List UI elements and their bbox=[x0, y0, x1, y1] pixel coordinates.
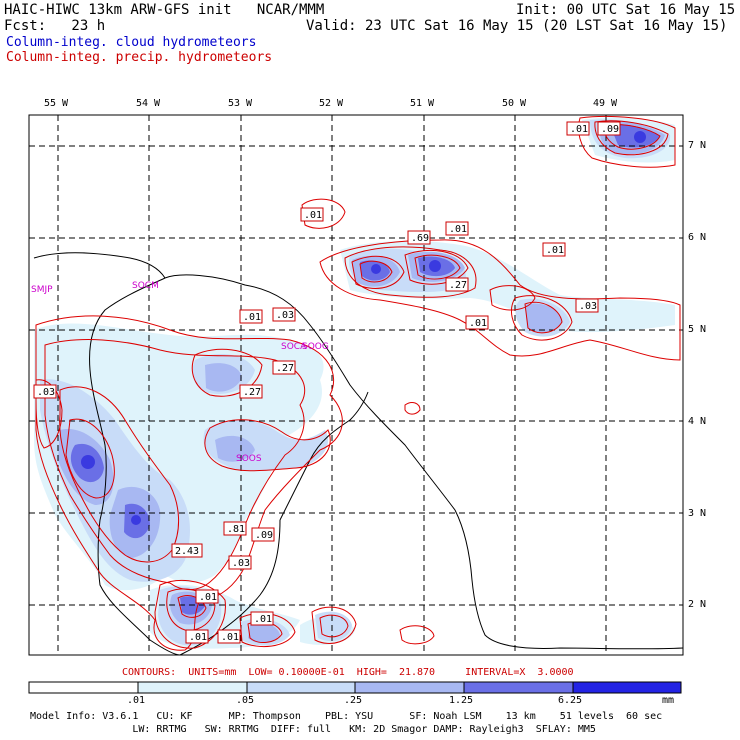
map-area bbox=[28, 114, 684, 656]
lon-label: 55 W bbox=[44, 98, 69, 109]
svg-text:.01: .01 bbox=[570, 124, 588, 135]
colorbar-unit: mm bbox=[662, 695, 675, 706]
contour-label: .27 bbox=[239, 384, 263, 399]
header-valid: Valid: 23 UTC Sat 16 May 15 (20 LST Sat … bbox=[306, 18, 728, 34]
svg-text:.01: .01 bbox=[254, 614, 272, 625]
svg-text:.81: .81 bbox=[227, 524, 245, 535]
contour-label: .03 bbox=[575, 298, 599, 313]
contour-label: .01 bbox=[465, 315, 489, 330]
svg-text:.03: .03 bbox=[276, 310, 294, 321]
contour-label: .01 bbox=[542, 242, 566, 257]
contour-info: CONTOURS: UNITS=mm LOW= 0.10000E-01 HIGH… bbox=[122, 667, 574, 678]
contour-label: .01 bbox=[217, 629, 241, 644]
svg-text:.03: .03 bbox=[232, 558, 250, 569]
colorbar-tick: 6.25 bbox=[558, 695, 583, 706]
contour-label: .01 bbox=[239, 309, 263, 324]
contour-label: .01 bbox=[185, 629, 209, 644]
legend-cloud: Column-integ. cloud hydrometeors bbox=[6, 35, 257, 50]
colorbar bbox=[28, 681, 682, 694]
contour-label: .01 bbox=[195, 589, 219, 604]
svg-text:2.43: 2.43 bbox=[175, 546, 199, 557]
lat-label: 7 N bbox=[688, 140, 707, 151]
contour-label: .81 bbox=[223, 521, 247, 536]
header-init: Init: 00 UTC Sat 16 May 15 bbox=[516, 2, 736, 18]
contour-label: .01 bbox=[250, 611, 274, 626]
precip-contours bbox=[35, 116, 681, 651]
svg-text:.01: .01 bbox=[469, 318, 487, 329]
svg-text:.27: .27 bbox=[243, 387, 261, 398]
lat-label: 2 N bbox=[688, 599, 707, 610]
contour-label: .27 bbox=[445, 277, 469, 292]
header-fcst: Fcst: 23 h bbox=[4, 18, 106, 34]
svg-text:.09: .09 bbox=[255, 530, 273, 541]
lon-label: 49 W bbox=[593, 98, 618, 109]
colorbar-tick: .25 bbox=[344, 695, 363, 706]
contour-label: .01 bbox=[300, 207, 324, 222]
svg-text:.01: .01 bbox=[189, 632, 207, 643]
svg-text:.01: .01 bbox=[243, 312, 261, 323]
contour-label: .09 bbox=[251, 527, 275, 542]
contour-label: .27 bbox=[272, 360, 296, 375]
station-label: SOOG bbox=[302, 342, 329, 352]
model-info-line2: LW: RRTMG SW: RRTMG DIFF: full KM: 2D Sm… bbox=[30, 724, 596, 735]
header-title: HAIC-HIWC 13km ARW-GFS init NCAR/MMM bbox=[4, 2, 325, 18]
lat-label: 5 N bbox=[688, 324, 707, 335]
contour-label: .69 bbox=[407, 230, 431, 245]
colorbar-tick: .05 bbox=[236, 695, 255, 706]
lat-label: 3 N bbox=[688, 508, 707, 519]
lon-label: 53 W bbox=[228, 98, 253, 109]
cloud-shade-core bbox=[81, 131, 646, 525]
svg-text:.01: .01 bbox=[221, 632, 239, 643]
svg-text:.01: .01 bbox=[304, 210, 322, 221]
station-label: SOCM bbox=[132, 281, 159, 291]
station-label: SMJP bbox=[31, 285, 53, 295]
station-labels: SMJP SOCM SOCA SOOG SOOS bbox=[31, 281, 329, 464]
legend-precip: Column-integ. precip. hydrometeors bbox=[6, 50, 273, 65]
svg-text:.03: .03 bbox=[579, 301, 597, 312]
colorbar-tick: .01 bbox=[127, 695, 146, 706]
contour-label-boxes: .01 .09 .01 .01 .69 .01 .03 .01 .01 .03 … bbox=[33, 121, 621, 644]
svg-text:.27: .27 bbox=[449, 280, 467, 291]
colorbar-tick: 1.25 bbox=[449, 695, 474, 706]
station-label: SOOS bbox=[236, 454, 262, 464]
latlon-grid bbox=[29, 115, 683, 655]
svg-text:.27: .27 bbox=[276, 363, 294, 374]
lon-label: 52 W bbox=[319, 98, 344, 109]
station-label: SOCA bbox=[281, 342, 307, 352]
lon-label: 50 W bbox=[502, 98, 527, 109]
svg-text:.03: .03 bbox=[37, 387, 55, 398]
contour-label: .03 bbox=[228, 555, 252, 570]
contour-label: 2.43 bbox=[171, 543, 203, 558]
contour-label: .01 bbox=[445, 221, 469, 236]
lat-label: 4 N bbox=[688, 416, 707, 427]
svg-text:.09: .09 bbox=[601, 124, 619, 135]
svg-text:.69: .69 bbox=[411, 233, 429, 244]
contour-label: .03 bbox=[33, 384, 57, 399]
contour-label: .01 bbox=[566, 121, 590, 136]
lat-label: 6 N bbox=[688, 232, 707, 243]
svg-text:.01: .01 bbox=[546, 245, 564, 256]
svg-text:.01: .01 bbox=[199, 592, 217, 603]
lon-label: 51 W bbox=[410, 98, 435, 109]
lon-label: 54 W bbox=[136, 98, 161, 109]
model-info-line1: Model Info: V3.6.1 CU: KF MP: Thompson P… bbox=[30, 711, 663, 722]
contour-label: .03 bbox=[272, 307, 296, 322]
svg-text:.01: .01 bbox=[449, 224, 467, 235]
contour-label: .09 bbox=[597, 121, 621, 136]
